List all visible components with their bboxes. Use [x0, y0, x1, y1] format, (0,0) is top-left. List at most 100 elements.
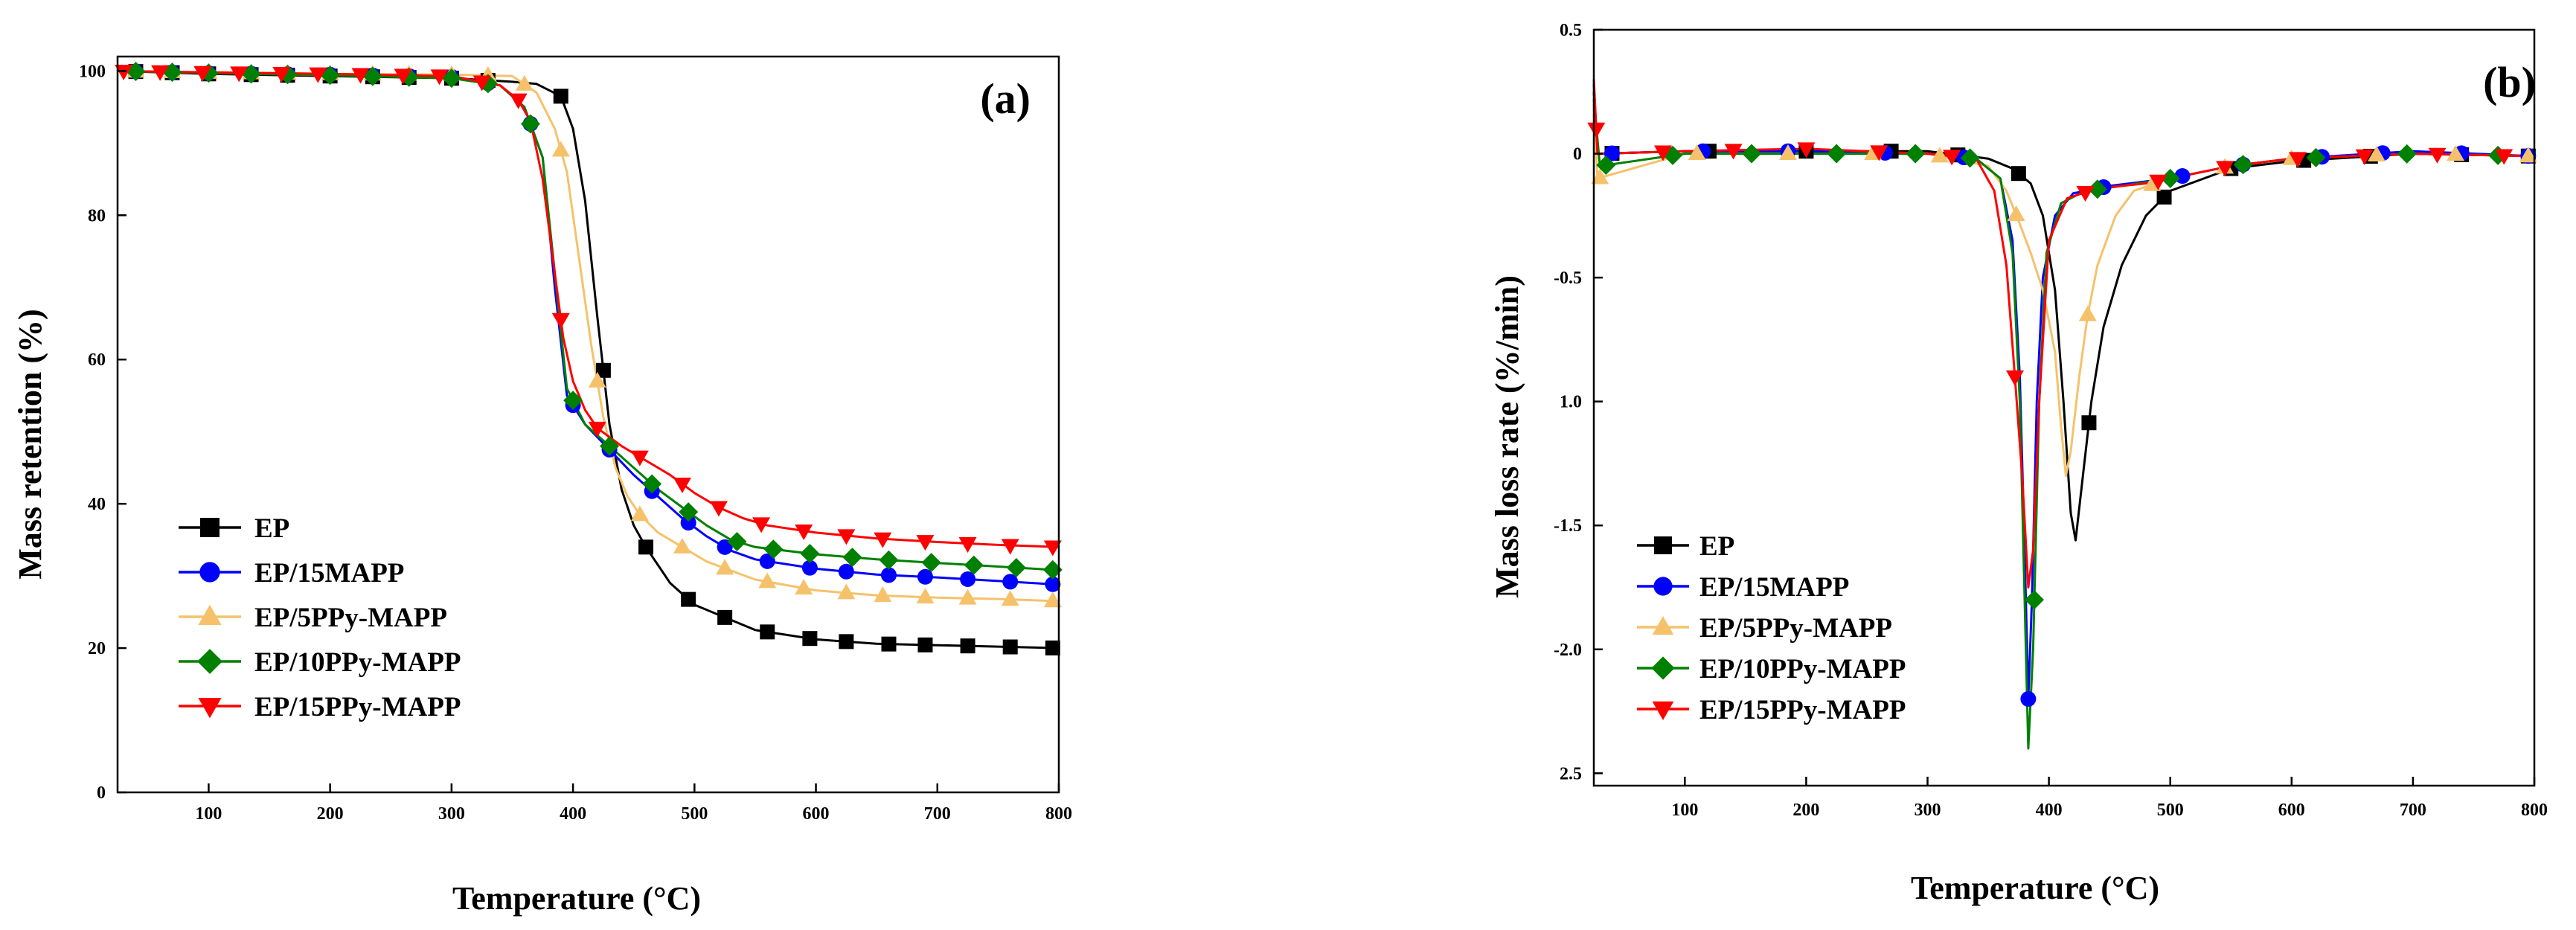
x-tick-label: 500: [2157, 801, 2184, 820]
x-tick-label: 200: [317, 804, 344, 824]
data-point: [839, 634, 854, 650]
legend-item: EP: [1637, 531, 1734, 562]
data-point: [1827, 144, 1847, 164]
data-point: [837, 583, 856, 600]
data-point: [1930, 147, 1949, 163]
plot-area: [1587, 79, 2537, 750]
data-point: [595, 362, 611, 378]
data-point: [151, 65, 170, 81]
y-tick-label: 0.5: [1560, 21, 1582, 40]
data-point: [309, 67, 327, 83]
series-line: [1592, 84, 2535, 700]
legend-label: EP/15MAPP: [1699, 572, 1849, 603]
data-point: [2020, 690, 2037, 707]
x-tick-label: 800: [2521, 801, 2548, 820]
x-tick-label: 600: [2278, 801, 2305, 820]
legend-label: EP: [1699, 531, 1734, 562]
data-point: [879, 550, 899, 570]
data-point: [1778, 144, 1797, 161]
legend-marker: [200, 518, 220, 537]
data-point: [874, 532, 892, 548]
x-tick-label: 500: [681, 804, 708, 824]
data-point: [1960, 148, 1980, 168]
data-point: [960, 638, 975, 654]
data-point: [2087, 179, 2107, 199]
data-point: [837, 529, 856, 545]
legend-item: EP: [179, 513, 289, 544]
data-point: [394, 68, 412, 85]
data-point: [2011, 166, 2026, 182]
data-point: [800, 544, 820, 564]
data-point: [1724, 144, 1743, 160]
data-point: [916, 535, 935, 551]
data-point: [630, 505, 649, 522]
data-point: [2519, 147, 2537, 163]
data-point: [1870, 145, 1888, 161]
legend-label: EP/10PPy-MAPP: [1699, 654, 1906, 684]
series-line: [1592, 92, 2535, 542]
x-tick-label: 300: [438, 804, 465, 824]
legend-marker: [198, 697, 222, 719]
legend-item: EP/15MAPP: [1637, 572, 1849, 603]
data-point: [1591, 168, 1609, 185]
y-axis-title: Mass loss rate (%/min): [1489, 275, 1525, 598]
data-point: [795, 525, 813, 541]
y-tick-label: 100: [79, 62, 106, 81]
data-point: [1742, 144, 1762, 164]
data-point: [874, 586, 892, 603]
data-point: [193, 65, 212, 82]
legend-marker: [199, 562, 220, 583]
data-point: [716, 559, 734, 575]
chart-b: (b) Temperature (°C) Mass loss rate (%/m…: [1489, 21, 2548, 906]
x-tick-label: 100: [1671, 801, 1698, 820]
chart-a: (a) Temperature (°C) Mass retention (%) …: [12, 55, 1072, 917]
data-point: [964, 555, 984, 575]
legend: EP EP/15MAPP EP/5PPy-MAPP EP/10PPy-MAPP EP/1…: [1637, 531, 1906, 725]
data-point: [1002, 574, 1019, 590]
y-tick-label: 80: [88, 206, 106, 225]
x-tick-label: 700: [2400, 801, 2426, 820]
x-tick-label: 400: [560, 804, 586, 824]
legend-item: EP/5PPy-MAPP: [1637, 613, 1892, 644]
data-point: [320, 65, 340, 86]
x-tick-label: 700: [924, 804, 951, 824]
x-tick-label: 200: [1792, 801, 1819, 820]
data-point: [2078, 305, 2097, 321]
data-point: [1045, 640, 1060, 655]
data-point: [2216, 161, 2234, 177]
data-point: [1943, 150, 1961, 166]
data-point: [838, 563, 854, 580]
x-tick-label: 100: [195, 804, 222, 824]
data-point: [272, 66, 291, 83]
data-point: [795, 579, 813, 595]
data-point: [801, 559, 818, 576]
data-point: [2233, 155, 2253, 175]
data-point: [679, 502, 699, 522]
legend-marker: [1651, 656, 1675, 680]
data-point: [563, 391, 583, 411]
data-point: [1653, 145, 1672, 161]
data-point: [958, 589, 977, 605]
data-point: [351, 68, 370, 84]
legend-marker: [1652, 701, 1674, 720]
data-point: [2355, 149, 2374, 165]
plot-frame: [1592, 28, 2536, 787]
data-point: [673, 537, 691, 554]
data-point: [588, 371, 606, 388]
x-tick-label: 300: [1915, 801, 1941, 820]
data-point: [1587, 122, 1606, 138]
x-tick-label: 600: [803, 804, 830, 824]
data-point: [881, 636, 897, 652]
panel-label: (b): [2483, 58, 2536, 106]
x-tick-label: 400: [2036, 801, 2063, 820]
data-point: [2160, 168, 2180, 188]
y-tick-label: -0.5: [1554, 269, 1582, 288]
data-point: [2025, 590, 2045, 610]
data-point: [2428, 147, 2447, 164]
y-tick-label: 40: [88, 495, 106, 514]
legend-marker: [1653, 577, 1673, 596]
data-point: [230, 66, 249, 83]
data-point: [709, 501, 728, 517]
y-tick-label: 0: [1573, 145, 1582, 164]
data-point: [642, 474, 662, 494]
